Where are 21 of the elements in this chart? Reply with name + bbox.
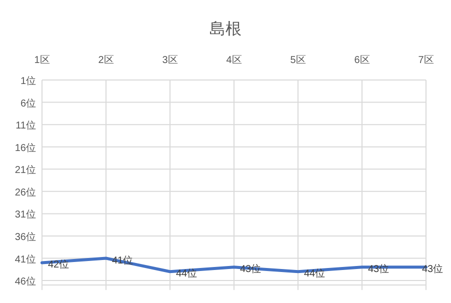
- y-tick-label: 31位: [14, 208, 36, 221]
- x-tick-label: 7区: [418, 55, 434, 66]
- x-tick-label: 1区: [34, 55, 50, 66]
- y-tick-label: 26位: [14, 186, 36, 198]
- x-tick-label: 3区: [162, 55, 178, 66]
- y-tick-label: 46位: [14, 276, 36, 288]
- y-tick-label: 6位: [20, 97, 36, 110]
- x-tick-label: 6区: [354, 55, 370, 66]
- data-label: 43位: [422, 263, 444, 276]
- y-tick-label: 11位: [16, 120, 36, 132]
- data-label: 44位: [176, 268, 198, 280]
- data-label: 44位: [304, 268, 326, 280]
- y-tick-label: 41位: [14, 253, 36, 266]
- x-tick-label: 5区: [290, 55, 306, 66]
- x-tick-label: 4区: [226, 55, 242, 66]
- y-tick-label: 1位: [20, 75, 36, 87]
- chart-title: 島根: [210, 20, 242, 38]
- y-tick-label: 21位: [14, 164, 36, 176]
- y-tick-label: 36位: [14, 230, 36, 243]
- x-tick-label: 2区: [98, 55, 114, 66]
- y-tick-label: 16位: [14, 142, 36, 154]
